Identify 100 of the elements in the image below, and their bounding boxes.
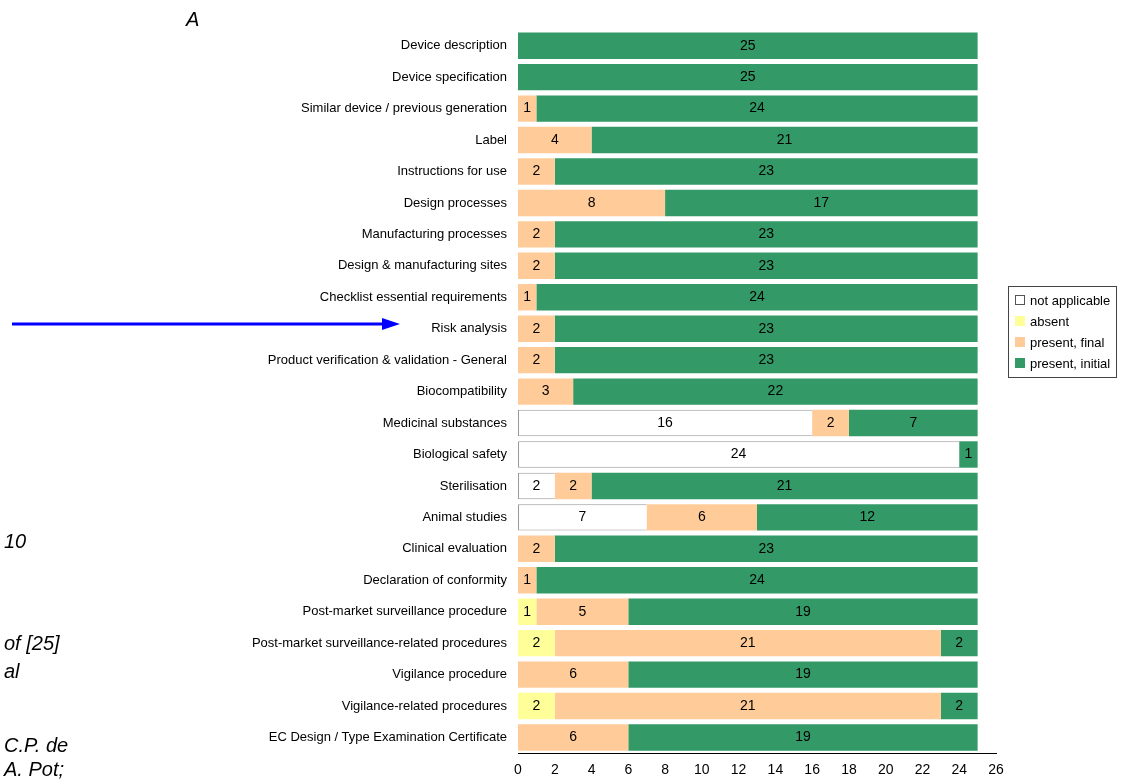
data-label: 2 (532, 696, 541, 713)
y-tick-label: Label (475, 131, 508, 147)
bar (628, 661, 978, 688)
data-label: 3 (541, 382, 550, 399)
x-tick-label: 16 (804, 761, 821, 778)
data-label: 22 (767, 382, 784, 399)
bar (518, 95, 537, 122)
bar (518, 346, 555, 374)
data-label: 21 (740, 634, 756, 651)
data-label: 1 (964, 445, 973, 462)
bar (518, 221, 555, 248)
x-tick-label: 24 (951, 761, 968, 778)
data-label: 2 (532, 256, 541, 273)
legend-label: not applicable (1030, 291, 1111, 310)
bar (518, 629, 555, 657)
y-tick-label: Post-market surveillance-related procedures (251, 634, 508, 650)
bar (940, 629, 978, 657)
y-tick-label: Vigilance procedure (392, 666, 507, 682)
bar (628, 598, 978, 625)
data-label: 1 (523, 288, 532, 305)
data-label: 2 (532, 351, 541, 368)
x-tick-label: 4 (587, 761, 596, 778)
bar (518, 692, 555, 720)
legend-label: present, final (1030, 333, 1105, 352)
data-label: 5 (578, 602, 587, 619)
bar (518, 252, 555, 280)
y-tick-label: Manufacturing processes (361, 225, 508, 241)
x-tick-label: 14 (767, 761, 784, 778)
bar (554, 315, 978, 342)
data-label: 24 (749, 571, 765, 588)
bar (536, 95, 978, 122)
x-tick-label: 12 (730, 761, 747, 778)
x-tick-label: 2 (550, 761, 559, 778)
data-label: 23 (758, 256, 775, 273)
bar (959, 441, 978, 468)
bar (518, 63, 978, 91)
y-tick-label: Post-market surveillance procedure (302, 603, 507, 619)
bar (591, 126, 978, 154)
y-tick-label: Product verification & validation - General (267, 351, 508, 367)
bar (518, 189, 666, 217)
data-label: 2 (532, 162, 541, 179)
bar (518, 32, 978, 59)
data-label: 2 (532, 634, 541, 651)
data-label: 23 (758, 539, 775, 556)
bar (665, 189, 978, 217)
y-tick-label: Sterilisation (439, 477, 507, 493)
bar (536, 284, 978, 311)
bar (757, 504, 978, 531)
bar (554, 252, 978, 280)
x-tick-label: 10 (694, 761, 710, 778)
text: A (185, 8, 200, 30)
data-label: 2 (955, 634, 964, 651)
data-label: 2 (532, 539, 541, 556)
data-label: 21 (776, 476, 793, 493)
data-label: 19 (795, 728, 811, 745)
y-tick-label: Device specification (392, 68, 507, 84)
x-tick-label: 22 (914, 761, 931, 778)
bar (573, 378, 978, 405)
data-label: 23 (758, 351, 775, 368)
bar (536, 567, 978, 594)
data-label: 24 (749, 99, 765, 116)
bar (536, 598, 629, 625)
data-label: 2 (532, 225, 541, 242)
data-label: 2 (569, 476, 578, 493)
bar (848, 409, 978, 437)
bar (554, 221, 978, 248)
data-label: 4 (550, 130, 559, 147)
bar (518, 598, 537, 625)
y-tick-label: Biological safety (413, 446, 508, 462)
y-tick-label: Biocompatibility (416, 383, 508, 399)
data-label: 2 (532, 476, 541, 493)
y-tick-label: Medicinal substances (382, 414, 508, 430)
legend-label: present, initial (1030, 354, 1111, 373)
y-tick-label: Vigilance-related procedures (341, 697, 508, 713)
y-tick-label: Checklist essential requirements (319, 288, 508, 304)
data-label: 19 (795, 602, 811, 619)
y-tick-label: Clinical evaluation (402, 540, 507, 556)
bar (554, 692, 941, 720)
y-tick-label: Design processes (403, 194, 508, 210)
x-tick-label: 0 (514, 761, 523, 778)
y-tick-label: Similar device / previous generation (301, 100, 507, 116)
data-label: 2 (955, 696, 964, 713)
y-tick-label: Instructions for use (397, 163, 507, 179)
bar (518, 158, 555, 185)
x-tick-label: 6 (624, 761, 633, 778)
bar (554, 158, 978, 185)
bar (518, 315, 555, 342)
data-label: 24 (749, 288, 765, 305)
data-label: 7 (909, 413, 918, 430)
bar (518, 535, 555, 563)
data-label: 1 (523, 602, 532, 619)
data-label: 17 (813, 193, 830, 210)
data-label: 21 (776, 130, 793, 147)
x-tick-label: 8 (661, 761, 670, 778)
data-label: 1 (523, 99, 532, 116)
data-label: 12 (859, 508, 876, 525)
y-tick-label: Risk analysis (431, 320, 508, 336)
bar (518, 378, 574, 405)
data-label: 23 (758, 319, 775, 336)
bar (518, 661, 629, 688)
